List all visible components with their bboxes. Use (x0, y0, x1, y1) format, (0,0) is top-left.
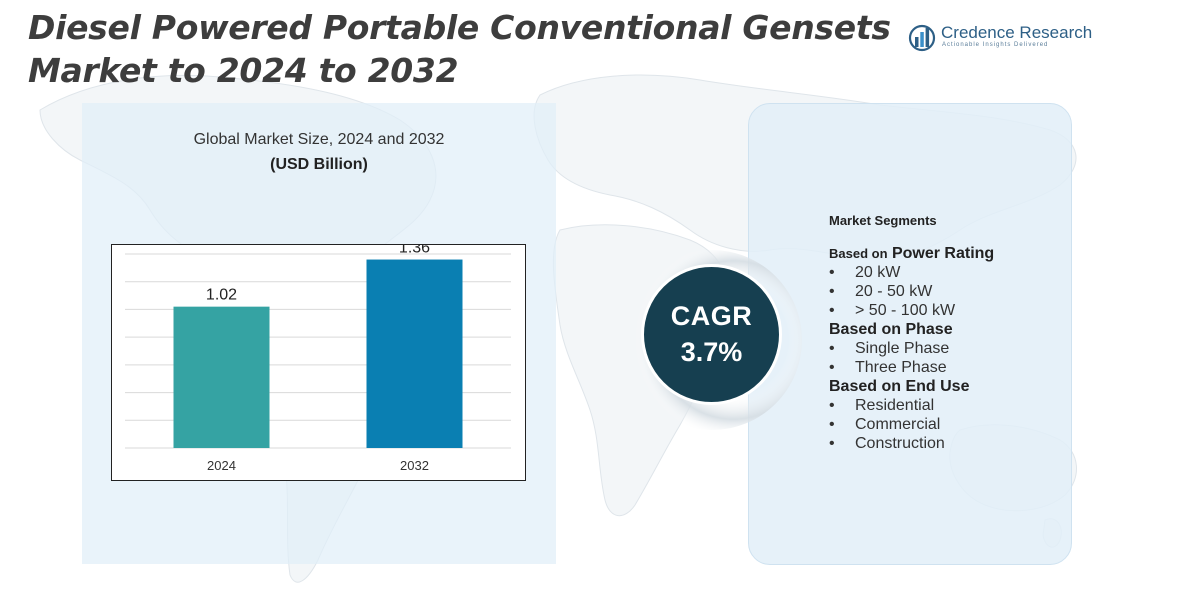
data-label-2032: 1.36 (399, 244, 430, 257)
segment-item: Construction (829, 434, 1069, 453)
bar-2024 (173, 306, 270, 448)
segment-group-power-rating: Based on Power Rating 20 kW 20 - 50 kW >… (829, 244, 1069, 320)
segment-list: 20 kW 20 - 50 kW > 50 - 100 kW (829, 263, 1069, 320)
segment-group-end-use: Based on End Use Residential Commercial … (829, 377, 1069, 453)
cagr-label: CAGR (670, 301, 753, 331)
segment-item: 20 kW (829, 263, 1069, 282)
segment-item: > 50 - 100 kW (829, 301, 1069, 320)
page-title: Diesel Powered Portable Conventional Gen… (28, 6, 891, 92)
credence-research-logo: Credence Research Actionable Insights De… (908, 22, 1098, 54)
segment-group-title: Based on Phase (829, 321, 953, 338)
segment-group-phase: Based on Phase Single Phase Three Phase (829, 320, 1069, 377)
segment-group-name: Power Rating (891, 245, 995, 262)
segment-group-title: Based on Power Rating (829, 244, 1069, 263)
segment-item: 20 - 50 kW (829, 282, 1069, 301)
page-title-line-2: Market to 2024 to 2032 (28, 51, 459, 90)
cagr-value: 3.7% (680, 337, 743, 367)
x-tick-label-2032: 2032 (400, 458, 429, 473)
data-label-2024: 1.02 (206, 287, 237, 304)
segment-item: Single Phase (829, 339, 1069, 358)
chart-title: Global Market Size, 2024 and 2032 (193, 131, 445, 148)
bar-2032 (366, 259, 463, 448)
page-title-line-1: Diesel Powered Portable Conventional Gen… (28, 8, 891, 47)
bar-chart: 1.02 2024 1.36 2032 (111, 244, 526, 481)
segment-list: Residential Commercial Construction (829, 396, 1069, 453)
segment-item: Residential (829, 396, 1069, 415)
market-segments: Market Segments Based on Power Rating 20… (829, 212, 1069, 453)
segments-panel (748, 103, 1072, 565)
segments-heading: Market Segments (829, 213, 937, 228)
logo-tagline: Actionable Insights Delivered (942, 42, 1049, 48)
logo-name: Credence Research (941, 23, 1093, 42)
segment-group-prefix: Based on (829, 246, 888, 261)
x-tick-label-2024: 2024 (207, 458, 236, 473)
cagr-badge: CAGR 3.7% (641, 264, 782, 405)
segment-group-title: Based on End Use (829, 378, 970, 395)
segment-item: Commercial (829, 415, 1069, 434)
chart-units: (USD Billion) (270, 156, 368, 173)
segment-list: Single Phase Three Phase (829, 339, 1069, 377)
segment-item: Three Phase (829, 358, 1069, 377)
bar-chart-logo-icon (908, 24, 936, 52)
